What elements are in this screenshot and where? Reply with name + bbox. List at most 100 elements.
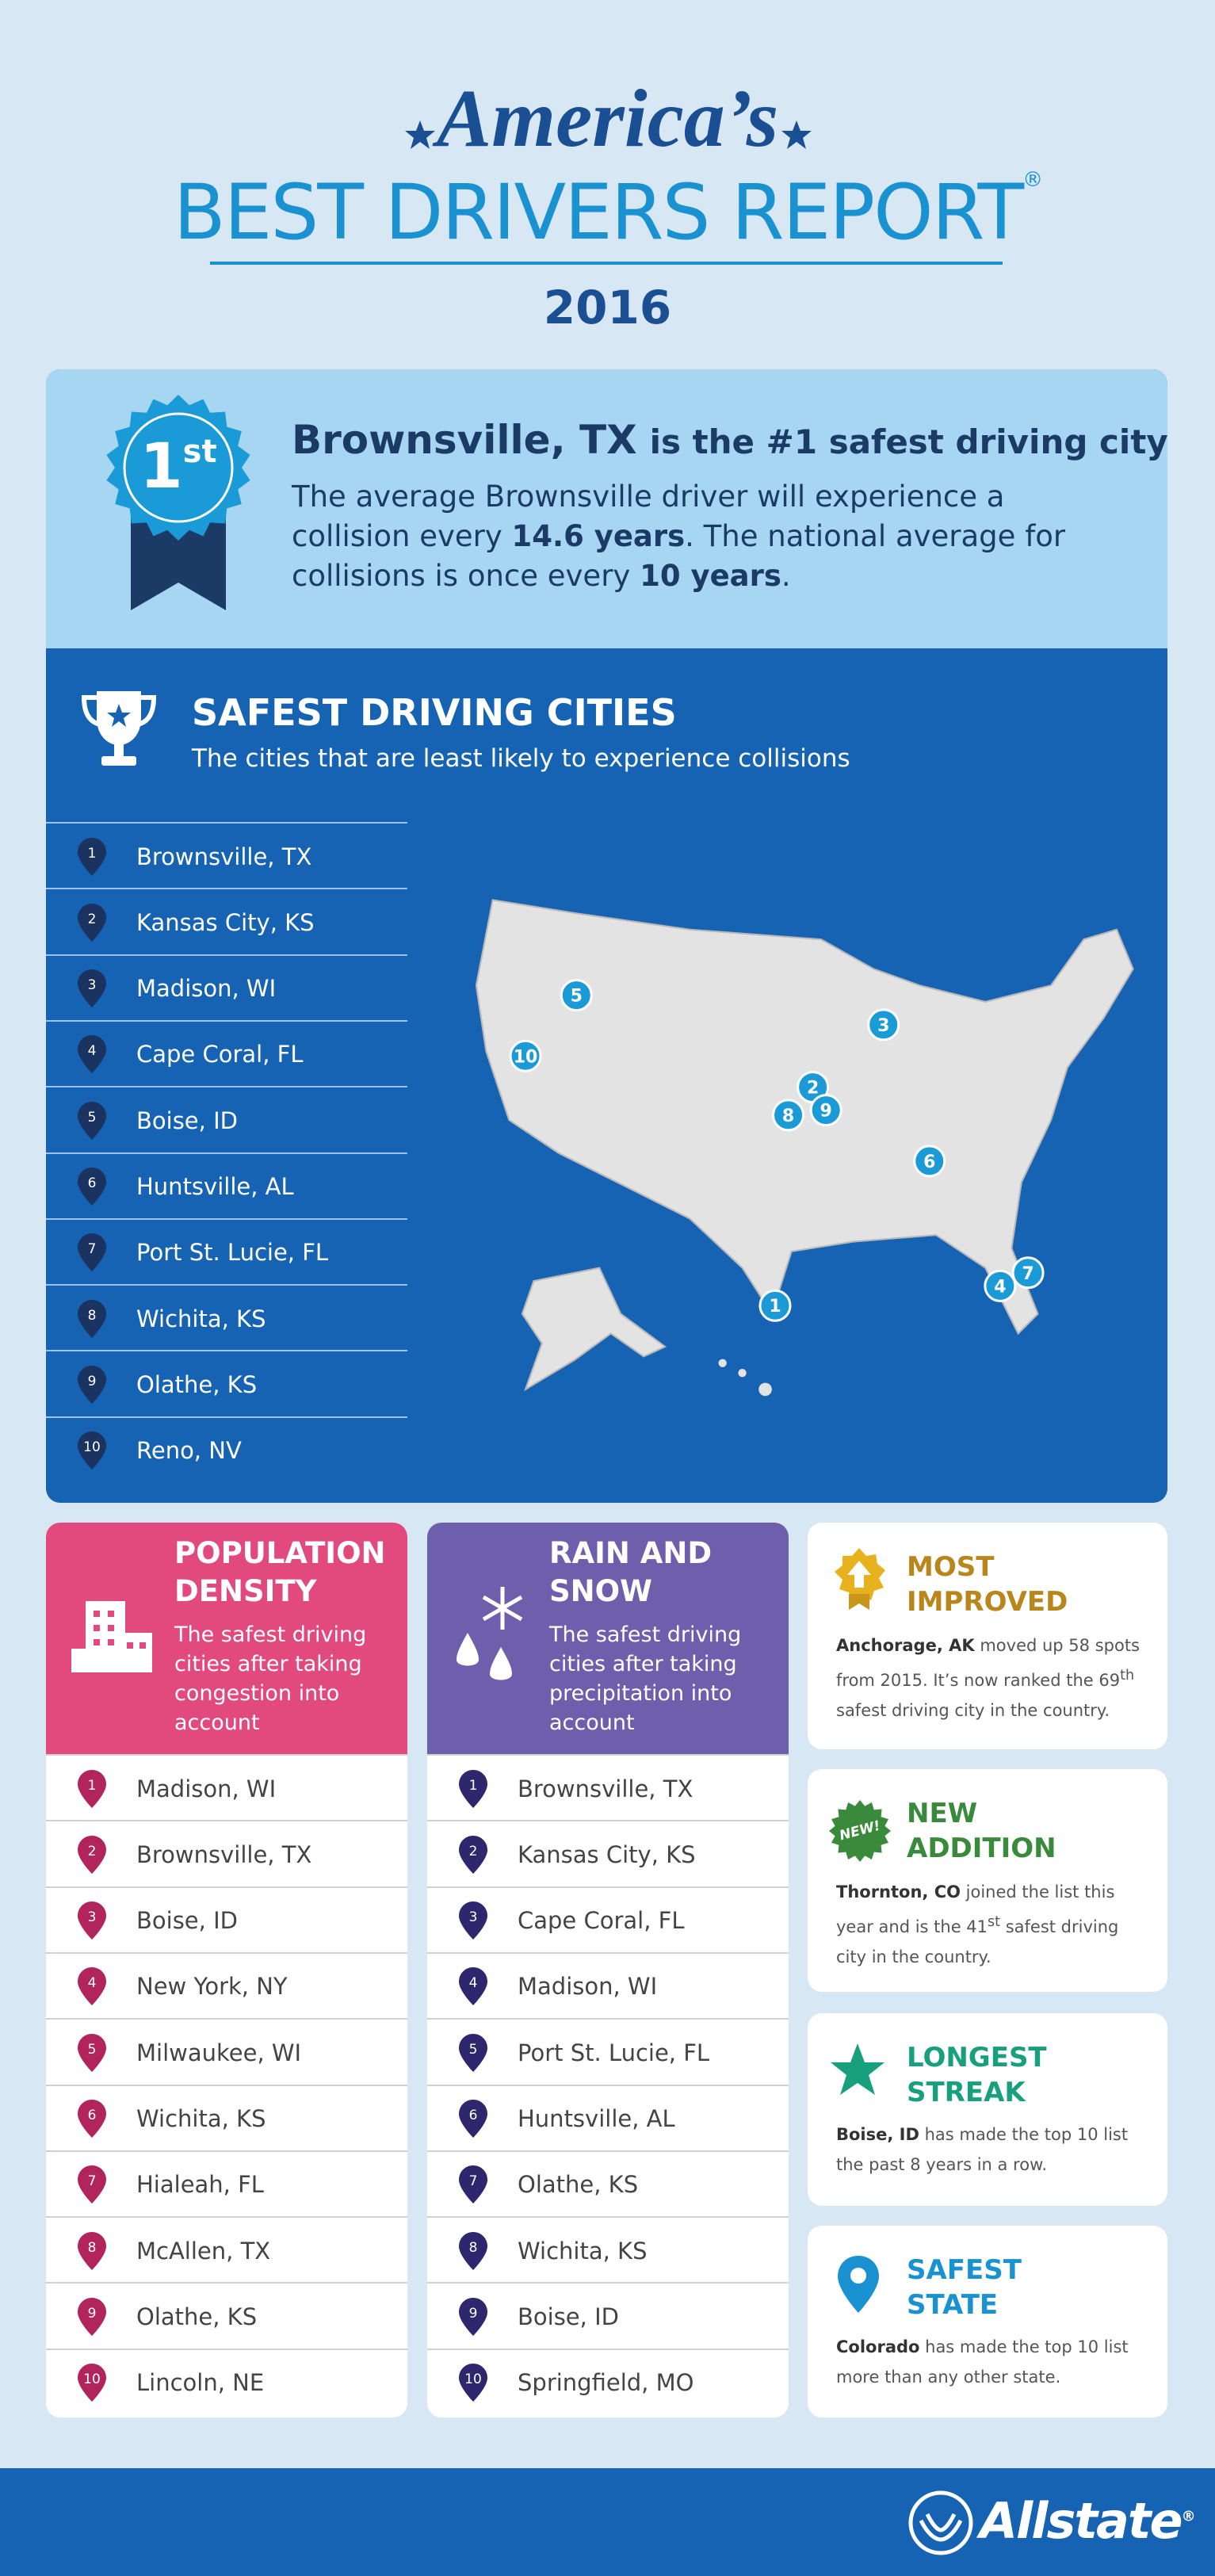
map-marker [984, 1269, 1017, 1302]
rain-card [427, 1523, 789, 2417]
rank-number: 6 [88, 2108, 97, 2123]
pin-shape [78, 903, 106, 942]
city-name: Brownsville, TX [136, 1840, 312, 1868]
city-name: McAllen, TX [136, 2237, 271, 2265]
rank-number: 8 [88, 2240, 97, 2256]
text: . [781, 559, 791, 593]
rank-pin: 4 [459, 1967, 487, 2006]
years-city: 14.6 years [511, 519, 686, 553]
rank-pin: 9 [78, 2297, 106, 2336]
rank-pin: 8 [78, 2231, 106, 2270]
rank-number: 6 [469, 2108, 478, 2123]
title-line: RAIN AND [549, 1536, 713, 1570]
rank-number: 3 [88, 1909, 97, 1925]
section-subtitle: The cities that are least likely to expe… [192, 744, 850, 773]
rank-pin: 4 [78, 1967, 106, 2006]
title-line: NEW [907, 1798, 978, 1829]
pin-shape [459, 2100, 487, 2138]
list-row: 7 Port St. Lucie, FL [46, 1217, 407, 1286]
list-row: 1 Brownsville, TX [46, 822, 407, 889]
rank-number: 4 [469, 1975, 478, 1991]
list-row: 1 Madison, WI [46, 1754, 407, 1821]
text: moved up 58 spots from 2015. It’s now ra… [836, 1636, 1140, 1690]
text: joined the list this year and is the 41 [836, 1882, 1115, 1936]
pin-shape [78, 2364, 106, 2402]
card-title: NEW ADDITION [907, 1796, 1056, 1866]
list-row: 8 Wichita, KS [427, 2216, 789, 2284]
marker-label: 10 [514, 1047, 538, 1067]
list-row: 5 Port St. Lucie, FL [427, 2018, 789, 2085]
rank-pin: 2 [459, 1835, 487, 1874]
list-row: 3 Madison, WI [46, 954, 407, 1022]
city-name: Wichita, KS [136, 2105, 266, 2132]
list-row: 2 Kansas City, KS [427, 1820, 789, 1887]
map-marker [772, 1099, 805, 1132]
rank-pin: 10 [78, 1431, 106, 1470]
rank-number: 1 [88, 1778, 97, 1794]
rank-number: 9 [88, 1374, 97, 1389]
pin-shape [459, 1835, 487, 1874]
badge-rank: 1 [139, 431, 182, 503]
rank-number: 9 [88, 2306, 97, 2322]
pin-shape [459, 1769, 487, 1808]
pin-shape [78, 1035, 106, 1074]
rule [210, 262, 1003, 265]
card-city: Colorado [836, 2337, 920, 2356]
trophy-icon [81, 691, 157, 766]
map-marker [509, 1039, 542, 1072]
card-text: Anchorage, AK moved up 58 spots from 201… [836, 1630, 1153, 1726]
rank-number: 4 [88, 1975, 97, 1991]
card-title: LONGEST STREAK [907, 2040, 1047, 2110]
title-line: ADDITION [907, 1833, 1056, 1864]
rank-number: 1 [88, 846, 97, 862]
new-addition-card: NEW! NEW ADDITION Thornton, CO joined the… [808, 1769, 1167, 1992]
marker-label: 1 [769, 1297, 781, 1317]
rank-pin: 6 [459, 2100, 487, 2138]
city-name: Reno, NV [136, 1437, 242, 1465]
list-row: 1 Brownsville, TX [427, 1754, 789, 1821]
headline-rest: is the #1 safest driving city [649, 422, 1168, 461]
pin-shape [78, 1835, 106, 1874]
rank-pin: 3 [78, 1901, 106, 1940]
city-name: Olathe, KS [136, 1370, 258, 1398]
rank-pin: 4 [78, 1035, 106, 1074]
city-name: Springfield, MO [518, 2369, 694, 2397]
title-line: DENSITY [174, 1574, 317, 1608]
card-city: Boise, ID [836, 2125, 919, 2144]
card-text: Thornton, CO joined the list this year a… [836, 1877, 1153, 1972]
new-badge: NEW! [829, 1800, 891, 1862]
list-row: 6 Huntsville, AL [427, 2084, 789, 2152]
weather-icon [457, 1587, 523, 1680]
text: . The national average for collisions is… [292, 519, 1066, 593]
list-row: 10 Springfield, MO [427, 2348, 789, 2416]
list-row: 9 Olathe, KS [46, 1350, 407, 1417]
marker-label: 7 [1022, 1264, 1034, 1284]
safest-state-card: SAFEST STATE Colorado has made the top 10… [808, 2226, 1167, 2417]
column-title: POPULATION DENSITY [174, 1535, 386, 1611]
city-name: Boise, ID [136, 1106, 238, 1134]
rank-pin: 6 [78, 2100, 106, 2138]
column-subtitle: The safest driving cities after taking c… [174, 1622, 367, 1735]
card-city: Thornton, CO [836, 1882, 961, 1901]
column-subtitle: The safest driving cities after taking p… [549, 1622, 742, 1735]
title-text: BEST DRIVERS REPORT [173, 168, 1024, 257]
rank-pin: 9 [459, 2297, 487, 2336]
rank-number: 5 [469, 2042, 478, 2058]
rank-pin: 7 [78, 2165, 106, 2204]
rank-pin: 3 [459, 1901, 487, 1940]
winner-headline: Brownsville, TX is the #1 safest driving… [292, 417, 1168, 463]
pin-shape [78, 1365, 106, 1404]
longest-streak-card: LONGEST STREAK Boise, ID has made the top… [808, 2013, 1167, 2206]
registered: ® [1022, 168, 1043, 192]
title-line: LONGEST [907, 2042, 1047, 2073]
rank-number: 10 [83, 1439, 101, 1455]
city-name: Milwaukee, WI [136, 2039, 302, 2066]
text: safest driving city in the country. [836, 1917, 1119, 1966]
title-line: POPULATION [174, 1536, 386, 1570]
city-name: Madison, WI [136, 975, 277, 1003]
list-row: 8 McAllen, TX [46, 2216, 407, 2284]
rank-pin: 10 [459, 2364, 487, 2402]
rank-number: 8 [469, 2240, 478, 2256]
map-marker [560, 979, 593, 1012]
